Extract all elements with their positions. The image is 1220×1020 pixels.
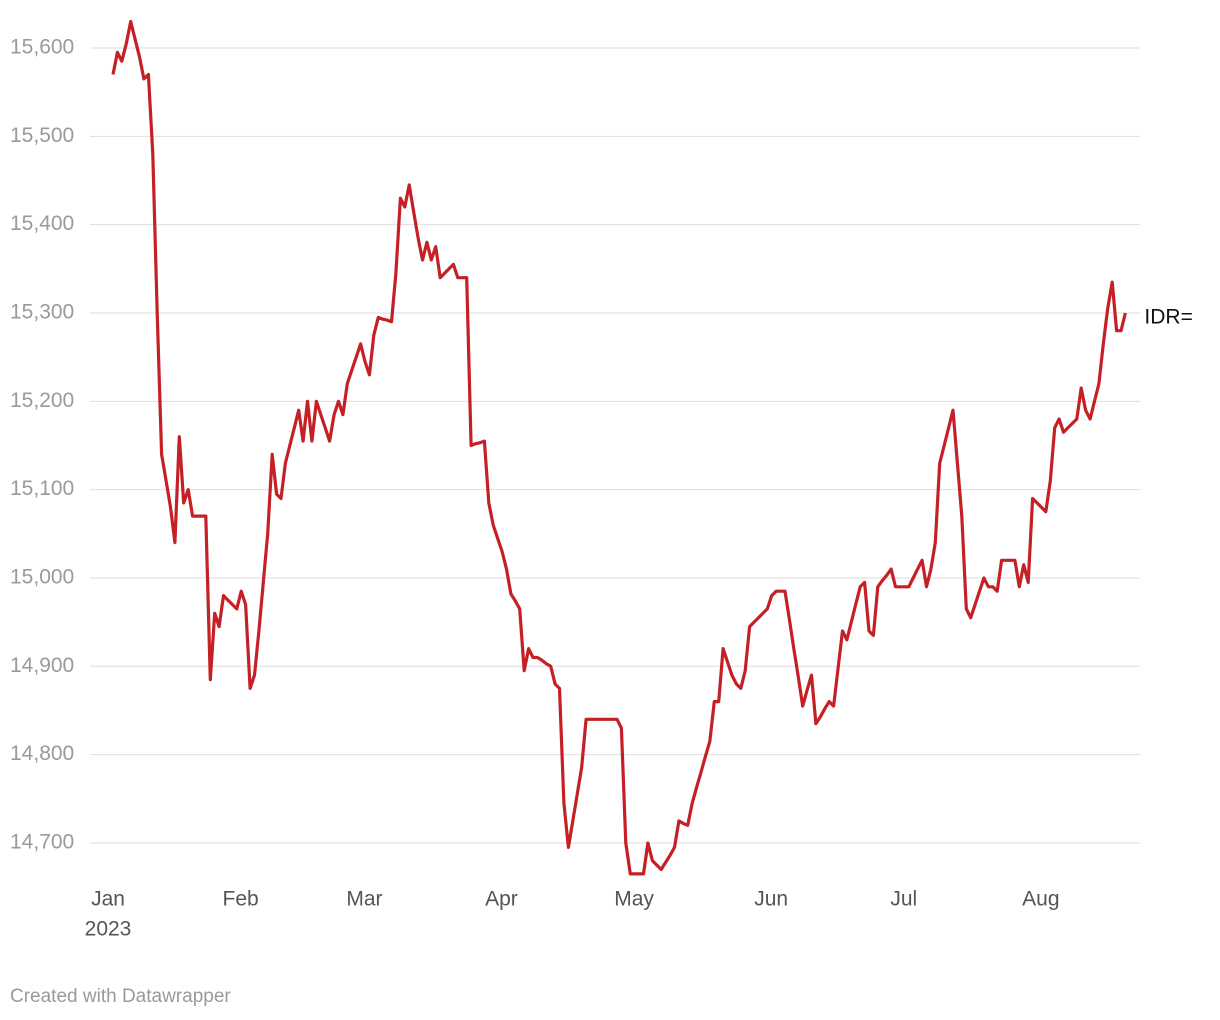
line (111, 19, 1127, 876)
y-tick-label: 15,400 (10, 212, 74, 235)
x-tick-label: Feb (223, 888, 259, 911)
x-tick-label: Jan (91, 888, 125, 911)
x-year-label: 2023 (85, 918, 132, 941)
series-label: IDR= (1144, 306, 1192, 329)
y-tick-label: 15,500 (10, 124, 74, 147)
y-tick-label: 15,200 (10, 389, 74, 412)
y-tick-label: 15,100 (10, 477, 74, 500)
y-tick-label: 14,900 (10, 654, 74, 677)
x-tick-label: Jun (754, 888, 788, 911)
y-tick-label: 15,000 (10, 566, 74, 589)
x-tick-label: Jul (890, 888, 917, 911)
credit: Created with Datawrapper (10, 986, 231, 1007)
y-tick-label: 14,800 (10, 742, 74, 765)
x-tick-label: Mar (346, 888, 382, 911)
x-tick-label: Apr (485, 888, 518, 911)
x-tick-label: May (614, 888, 654, 911)
y-tick-label: 14,700 (10, 831, 74, 854)
y-tick-label: 15,300 (10, 301, 74, 324)
y-tick-label: 15,600 (10, 36, 74, 59)
x-tick-label: Aug (1022, 888, 1059, 911)
